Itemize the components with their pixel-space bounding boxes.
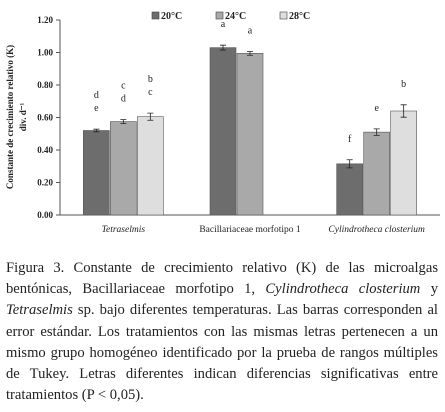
error-bar (346, 159, 353, 169)
error-bar (373, 128, 380, 136)
significance-letter: f (348, 134, 352, 145)
y-tick-label: 0.60 (37, 113, 53, 123)
bar (209, 47, 237, 216)
significance-letter: d (121, 94, 126, 105)
y-tick-label: 1.20 (37, 15, 53, 25)
significance-letter: c (148, 87, 153, 98)
caption-text: Tetraselmis (6, 302, 73, 319)
legend-swatch (215, 11, 224, 20)
significance-letter: c (121, 81, 126, 92)
legend-swatch (279, 11, 288, 20)
error-bar (93, 128, 100, 133)
y-tick-label: 0.20 (37, 178, 53, 188)
legend-label: 24°C (225, 11, 246, 22)
caption-text: Figura 3. Constante de crecimiento relat… (6, 260, 438, 298)
x-tick-label: Cylindrotheca closterium (328, 225, 425, 235)
x-tick-label: Tetraselmis (102, 225, 146, 235)
bar (83, 130, 110, 216)
significance-letter: d (94, 90, 99, 101)
legend-label: 28°C (289, 11, 310, 22)
chart: Constante de crecimiento relativo (K) di… (5, 11, 440, 235)
significance-letter: a (221, 19, 226, 30)
bar (110, 121, 137, 216)
bar (137, 116, 164, 216)
y-tick-label: 1.00 (37, 48, 53, 58)
bar (336, 163, 363, 216)
bar (236, 53, 264, 216)
significance-letter: a (248, 25, 253, 36)
significance-letter: b (148, 74, 153, 85)
y-axis-unit: div. d⁻¹ (18, 102, 28, 131)
caption-text: y (420, 281, 438, 298)
significance-letter: e (94, 103, 99, 114)
error-bar (220, 44, 226, 51)
bar (390, 110, 417, 216)
significance-letter: e (374, 103, 379, 114)
legend-swatch (151, 11, 160, 20)
error-bar (247, 50, 253, 56)
y-axis-label: Constante de crecimiento relativo (K) (5, 45, 15, 189)
y-tick-label: 0.00 (37, 210, 53, 220)
bar (363, 131, 390, 216)
caption: Figura 3. Constante de crecimiento relat… (6, 258, 438, 406)
significance-letter: b (401, 79, 406, 90)
caption-text: sp. bajo diferentes temperaturas. Las ba… (6, 302, 438, 404)
caption-text: Cylindrotheca closterium (265, 281, 421, 298)
error-bar (400, 104, 407, 118)
error-bar (147, 112, 154, 121)
legend-label: 20°C (161, 11, 182, 22)
error-bar (120, 119, 127, 124)
x-tick-label: Bacillariaceae morfotipo 1 (199, 224, 301, 235)
y-tick-label: 0.80 (37, 80, 53, 90)
y-tick-label: 0.40 (37, 145, 53, 155)
